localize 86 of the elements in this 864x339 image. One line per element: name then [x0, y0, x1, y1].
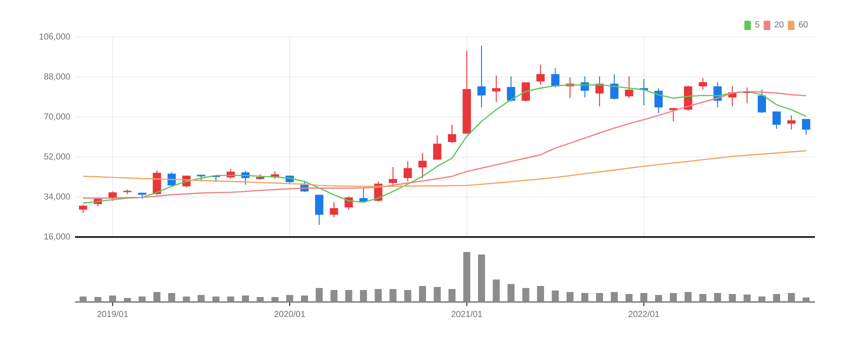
bar [212, 296, 220, 302]
bar [552, 290, 559, 302]
bar [744, 294, 751, 302]
bar [94, 296, 102, 302]
bar [581, 292, 588, 302]
bar [802, 297, 810, 302]
candlestick [758, 89, 766, 114]
bar [256, 296, 264, 302]
bar [182, 296, 190, 302]
x-tick-label: 2022/01 [628, 310, 660, 318]
candlestick [168, 172, 176, 188]
y-tick-label: 34,000 [44, 193, 70, 201]
bar [80, 296, 87, 302]
bar [463, 252, 470, 302]
bar [492, 279, 500, 302]
bar [124, 298, 131, 302]
bar [419, 286, 426, 302]
bar [758, 296, 766, 302]
bar [389, 288, 396, 302]
bar [330, 290, 338, 302]
bar [788, 292, 795, 302]
bar [404, 290, 412, 302]
bar [227, 296, 234, 302]
legend-label: 60 [798, 21, 808, 28]
bar [153, 292, 160, 302]
bar [109, 295, 116, 302]
y-tick-label: 106,000 [40, 33, 70, 41]
bar [714, 292, 722, 302]
bar [773, 294, 780, 302]
legend-label: 5 [755, 21, 760, 28]
bar [138, 296, 146, 302]
bar [478, 254, 486, 302]
candlestick [669, 108, 678, 122]
bar [508, 284, 515, 302]
candlestick [698, 78, 707, 90]
bar [684, 292, 692, 302]
candlestick [359, 188, 368, 203]
bar [300, 295, 308, 302]
candlestick [506, 76, 516, 102]
candlestick [418, 152, 427, 179]
x-tick-label: 2020/01 [274, 310, 305, 318]
y-tick-label: 16,000 [44, 233, 70, 241]
candlestick [388, 166, 398, 187]
legend-label: 20 [774, 21, 784, 28]
bar [626, 294, 633, 302]
x-tick-label: 2021/01 [452, 310, 482, 318]
bar [271, 296, 278, 302]
bar [198, 294, 205, 302]
bar [345, 290, 352, 302]
bar [537, 286, 544, 302]
bar [596, 292, 604, 302]
bar [434, 286, 441, 302]
bar [640, 292, 648, 302]
y-tick-label: 70,000 [44, 113, 70, 121]
bar [728, 294, 736, 302]
candlestick [477, 45, 486, 108]
candlestick [448, 124, 456, 144]
candlestick [536, 64, 545, 86]
x-tick-label: 2019/01 [97, 310, 128, 318]
bar [286, 294, 294, 302]
bar [374, 288, 382, 302]
bar [360, 290, 367, 302]
candlestick [551, 68, 560, 88]
bar [242, 295, 249, 302]
candlestick [433, 134, 442, 160]
bar [670, 292, 677, 302]
candlestick [802, 118, 810, 136]
candlestick [772, 110, 781, 130]
candlestick [580, 76, 589, 98]
y-tick-label: 52,000 [44, 153, 70, 161]
bar [522, 288, 530, 302]
bar [448, 288, 456, 302]
bar [168, 292, 176, 302]
candlestick [330, 202, 338, 218]
candlestick [624, 76, 634, 99]
candlestick [610, 74, 618, 100]
bar [566, 292, 574, 302]
candlestick [315, 194, 324, 226]
bar [316, 288, 323, 302]
y-tick-label: 88,000 [44, 73, 70, 81]
bar [655, 294, 662, 302]
candlestick [492, 74, 500, 103]
candlestick [404, 160, 412, 182]
bar [699, 294, 706, 302]
bar [610, 292, 618, 302]
candlestick [787, 114, 796, 130]
